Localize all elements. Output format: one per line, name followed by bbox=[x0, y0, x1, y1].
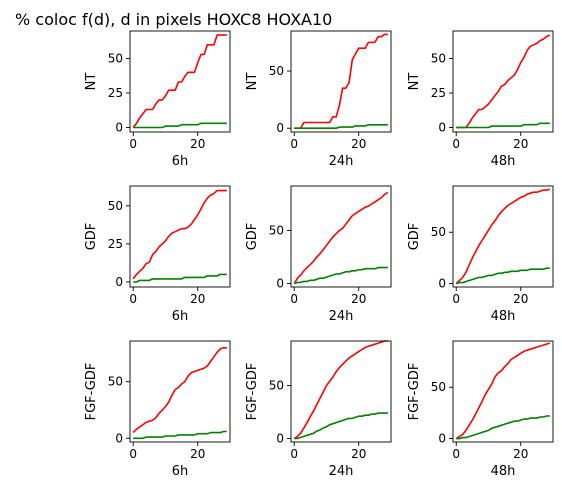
x-axis-label: 6h bbox=[172, 309, 189, 324]
x-tick-label: 20 bbox=[513, 137, 528, 151]
axes-frame bbox=[452, 30, 554, 133]
x-tick-label: 0 bbox=[290, 447, 298, 461]
x-tick-label: 20 bbox=[190, 137, 205, 151]
x-tick-label: 20 bbox=[190, 447, 205, 461]
series-line-green bbox=[294, 412, 388, 440]
x-tick-label: 20 bbox=[351, 137, 366, 151]
x-tick-label: 0 bbox=[129, 137, 137, 151]
series-line-green bbox=[456, 122, 550, 129]
x-axis-label: 24h bbox=[329, 464, 354, 479]
series-line-red bbox=[132, 346, 227, 434]
axes-frame bbox=[452, 185, 554, 288]
series-line-green bbox=[133, 430, 227, 440]
x-tick-label: 0 bbox=[452, 137, 460, 151]
x-tick-label: 0 bbox=[452, 447, 460, 461]
y-tick-label: 50 bbox=[269, 64, 284, 78]
chart-panel: 0 20 0 50 24h GDF bbox=[245, 185, 392, 324]
axes-frame bbox=[290, 185, 392, 288]
chart-panel: 0 20 0 50 48h FGF-GDF bbox=[407, 340, 554, 479]
chart-panel: 0 20 0 50 24h NT bbox=[245, 30, 392, 169]
x-tick-label: 0 bbox=[129, 447, 137, 461]
x-tick-label: 0 bbox=[129, 292, 137, 306]
axes-frame bbox=[129, 340, 231, 443]
y-tick-label: 0 bbox=[276, 432, 284, 446]
y-tick-label: 0 bbox=[276, 277, 284, 291]
figure-title: % coloc f(d), d in pixels HOXC8 HOXA10 bbox=[15, 10, 332, 29]
y-axis-label: FGF-GDF bbox=[84, 363, 99, 421]
x-tick-label: 20 bbox=[190, 292, 205, 306]
series-line-red bbox=[456, 34, 551, 129]
y-tick-label: 25 bbox=[108, 86, 123, 100]
y-tick-label: 50 bbox=[431, 225, 446, 239]
y-tick-label: 50 bbox=[269, 224, 284, 238]
series-line-green bbox=[456, 415, 550, 440]
series-line-green bbox=[455, 267, 550, 285]
x-tick-label: 0 bbox=[452, 292, 460, 306]
chart-panel: 0 20 0 50 6h FGF-GDF bbox=[84, 340, 231, 479]
x-tick-label: 0 bbox=[290, 137, 298, 151]
series-line-green bbox=[294, 124, 388, 129]
x-tick-label: 20 bbox=[513, 292, 528, 306]
x-axis-label: 48h bbox=[491, 154, 516, 169]
y-axis-label: GDF bbox=[407, 223, 422, 251]
chart-panel: 0 20 0 50 24h FGF-GDF bbox=[245, 340, 392, 479]
series-line-red bbox=[132, 189, 227, 280]
y-tick-label: 0 bbox=[115, 120, 123, 134]
x-axis-label: 24h bbox=[329, 154, 354, 169]
y-tick-label: 50 bbox=[431, 52, 446, 66]
y-tick-label: 0 bbox=[115, 431, 123, 445]
y-tick-label: 50 bbox=[108, 199, 123, 213]
series-line-red bbox=[132, 34, 227, 128]
x-axis-label: 6h bbox=[172, 464, 189, 479]
chart-panel: 0 20 0 25 50 6h GDF bbox=[84, 185, 231, 324]
x-axis-label: 24h bbox=[329, 309, 354, 324]
series-line-red bbox=[293, 340, 388, 440]
series-line-red bbox=[293, 191, 389, 284]
y-axis-label: NT bbox=[245, 73, 260, 91]
y-axis-label: GDF bbox=[84, 223, 99, 251]
axes-frame bbox=[290, 340, 392, 443]
x-axis-label: 6h bbox=[172, 154, 189, 169]
axes-frame bbox=[129, 30, 231, 133]
y-tick-label: 25 bbox=[108, 237, 123, 251]
axes-frame bbox=[290, 30, 392, 133]
x-tick-label: 20 bbox=[351, 447, 366, 461]
y-axis-label: NT bbox=[407, 73, 422, 91]
chart-panel: 0 20 0 25 50 6h NT bbox=[84, 30, 231, 169]
x-tick-label: 0 bbox=[290, 292, 298, 306]
series-line-red bbox=[294, 33, 388, 129]
y-axis-label: GDF bbox=[245, 223, 260, 251]
x-axis-label: 48h bbox=[491, 464, 516, 479]
series-line-red bbox=[455, 188, 551, 285]
axes-frame bbox=[452, 340, 554, 443]
series-line-green bbox=[293, 266, 388, 285]
x-tick-label: 20 bbox=[351, 292, 366, 306]
y-tick-label: 50 bbox=[108, 52, 123, 66]
y-tick-label: 50 bbox=[269, 379, 284, 393]
series-line-green bbox=[133, 122, 227, 129]
series-line-red bbox=[455, 342, 551, 440]
y-tick-label: 0 bbox=[438, 432, 446, 446]
y-tick-label: 0 bbox=[438, 120, 446, 134]
chart-panel: 0 20 0 25 50 48h NT bbox=[407, 30, 554, 169]
y-axis-label: FGF-GDF bbox=[407, 363, 422, 421]
y-tick-label: 50 bbox=[108, 375, 123, 389]
y-tick-label: 0 bbox=[438, 277, 446, 291]
chart-panel: 0 20 0 50 48h GDF bbox=[407, 185, 554, 324]
y-tick-label: 0 bbox=[276, 121, 284, 135]
x-axis-label: 48h bbox=[491, 309, 516, 324]
series-line-green bbox=[133, 273, 227, 283]
y-tick-label: 0 bbox=[115, 275, 123, 289]
axes-frame bbox=[129, 185, 231, 288]
y-tick-label: 25 bbox=[431, 86, 446, 100]
y-axis-label: NT bbox=[84, 73, 99, 91]
y-axis-label: FGF-GDF bbox=[245, 363, 260, 421]
x-tick-label: 20 bbox=[513, 447, 528, 461]
y-tick-label: 50 bbox=[431, 380, 446, 394]
